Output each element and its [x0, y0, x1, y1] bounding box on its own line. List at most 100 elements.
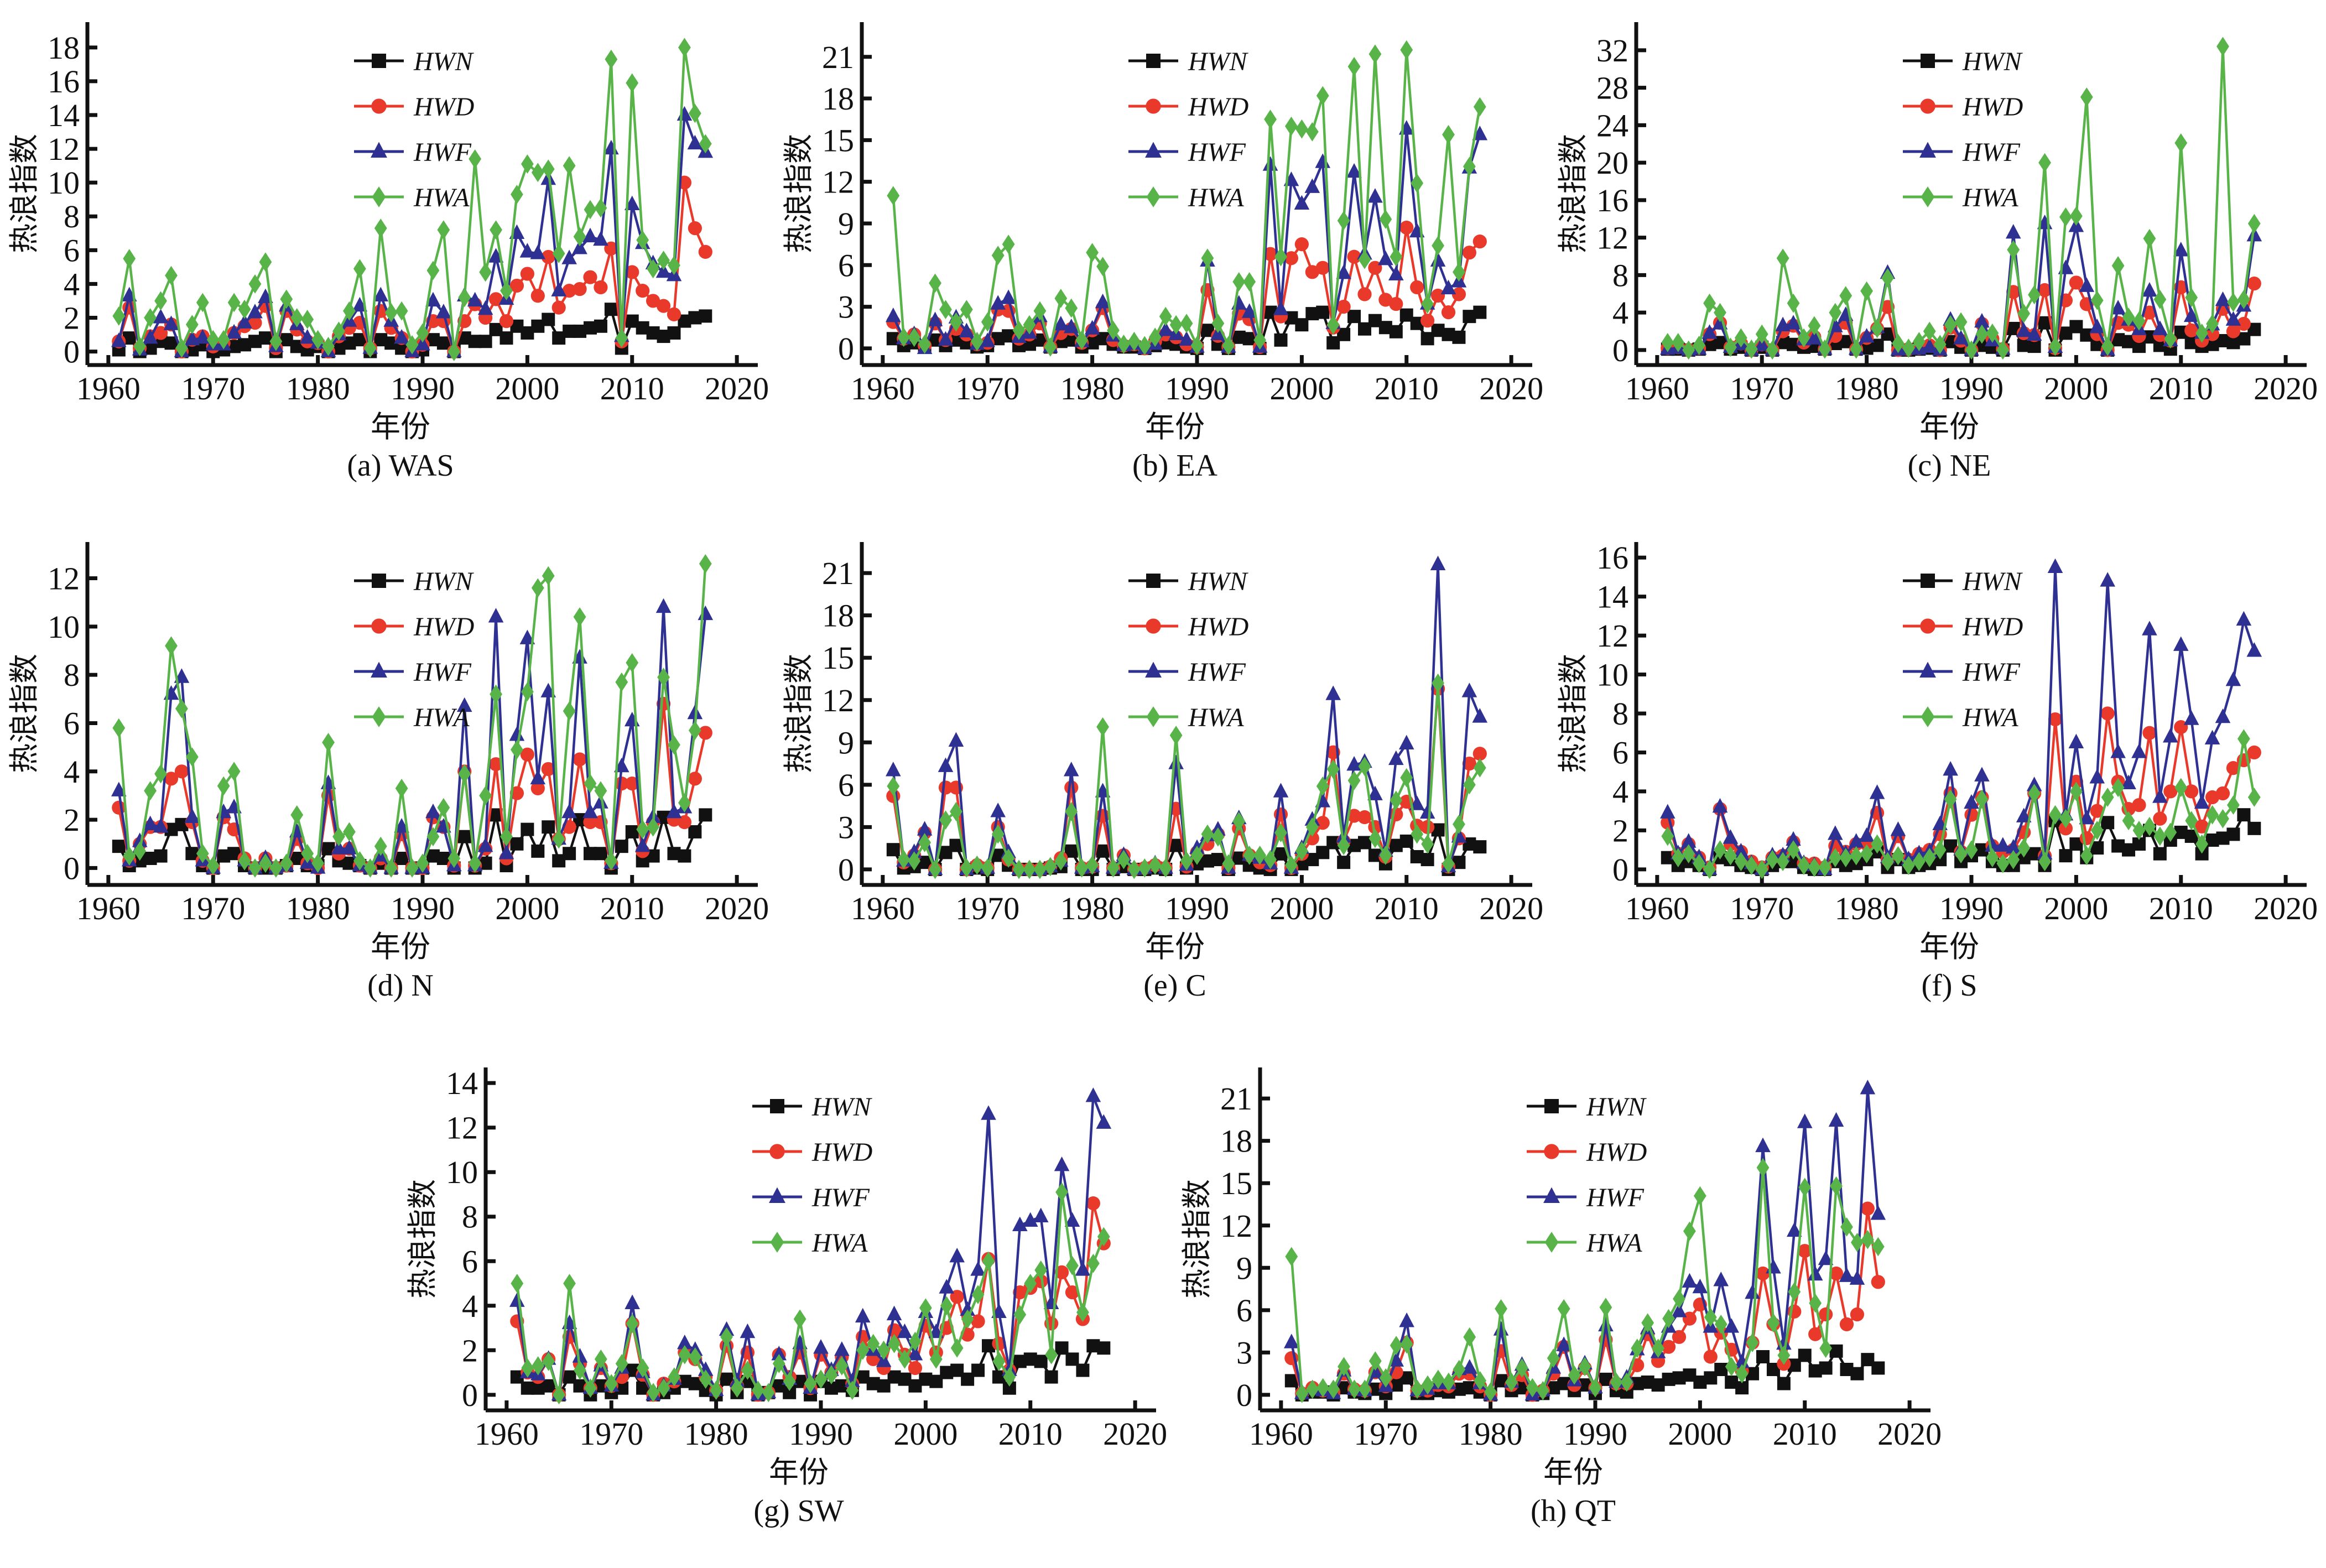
panel-caption: (b) EA [1132, 449, 1218, 483]
data-point-hwn [678, 849, 691, 863]
y-tick-label: 2 [1612, 812, 1628, 848]
data-point-hwf [1692, 1278, 1708, 1294]
data-point-hwf [2016, 322, 2032, 337]
data-point-hwd [2236, 316, 2251, 331]
data-point-hwf [1158, 321, 1173, 336]
data-point-hwa [2122, 308, 2135, 327]
data-point-hwa [2206, 314, 2219, 334]
data-point-hwf [834, 1341, 850, 1356]
data-point-hwa [960, 300, 973, 319]
data-point-hwa [175, 699, 188, 718]
data-point-hwf [2236, 611, 2252, 626]
y-tick-label: 6 [1612, 734, 1628, 770]
legend-marker-hwa [770, 1232, 784, 1253]
data-point-hwa [1432, 236, 1444, 256]
data-point-hwd [615, 777, 629, 791]
x-tick-label: 2010 [600, 371, 664, 407]
data-point-hwd [1294, 237, 1309, 252]
data-point-hwf [1063, 319, 1079, 334]
data-point-hwa [678, 793, 691, 812]
data-point-hwa [1086, 855, 1099, 875]
x-tick-label: 2000 [1269, 371, 1334, 407]
data-point-hwa [154, 291, 167, 311]
x-tick-label: 2010 [1773, 1416, 1837, 1452]
data-point-hwf [2016, 808, 2032, 822]
data-point-hwn [1337, 856, 1351, 869]
data-point-hwd [1315, 261, 1330, 275]
data-point-hwd [2069, 774, 2083, 789]
data-point-hwn [1735, 1381, 1749, 1395]
data-point-hwa [1211, 827, 1225, 847]
data-point-hwa [825, 1365, 838, 1384]
data-point-hwa [908, 327, 921, 347]
data-point-hwf [394, 329, 409, 344]
legend-marker-hwd [1920, 98, 1935, 114]
data-point-hwf [142, 329, 158, 344]
data-point-hwf [948, 732, 964, 747]
data-point-hwf [1598, 1316, 1614, 1332]
series-line-hwf [516, 1096, 1105, 1397]
data-point-hwa [531, 578, 544, 598]
x-tick-label: 2020 [705, 371, 769, 407]
data-point-hwd [1451, 287, 1466, 301]
data-point-hwa [133, 337, 147, 356]
data-point-hwn [604, 303, 618, 316]
data-point-hwa [1442, 854, 1455, 874]
data-point-hwa [2038, 852, 2051, 872]
panel-caption: (d) N [367, 968, 434, 1003]
data-point-hwa [2216, 809, 2229, 829]
data-point-hwa [2185, 811, 2198, 831]
data-point-hwa [991, 246, 1005, 265]
legend: HWN HWD HWF HWA [1128, 47, 1249, 212]
data-point-hwa [1432, 673, 1444, 693]
data-point-hwn [1850, 1367, 1864, 1381]
data-point-hwf [1493, 1321, 1509, 1336]
data-point-hwa [793, 1309, 806, 1329]
data-point-hwf [1325, 685, 1341, 700]
data-point-hwa [678, 38, 691, 58]
legend: HWN HWD HWF HWA [354, 567, 475, 732]
data-point-hwf [341, 840, 357, 855]
y-tick-label: 0 [838, 852, 854, 888]
y-axis-label: 热浪指数 [781, 134, 816, 253]
data-point-hwa [374, 218, 387, 238]
data-point-hwa [511, 740, 523, 759]
data-point-hwf [1054, 1156, 1070, 1171]
y-tick-label: 18 [822, 81, 854, 117]
data-point-hwd [1064, 780, 1079, 795]
y-tick-label: 12 [1596, 618, 1628, 654]
legend-label: HWA [1962, 183, 2018, 212]
data-point-hwf [1273, 783, 1289, 798]
legend-marker-hwd [769, 1144, 785, 1159]
y-tick-label: 8 [64, 657, 80, 693]
x-tick-label: 2000 [2044, 890, 2108, 926]
y-tick-label: 6 [838, 767, 854, 803]
data-point-hwn [563, 847, 576, 861]
data-point-hwa [1075, 858, 1089, 878]
data-point-hwa [1222, 336, 1235, 356]
data-point-hwa [1818, 339, 1831, 359]
x-tick-label: 1990 [1939, 890, 2004, 926]
data-point-hwa [1264, 850, 1277, 869]
data-point-hwn [510, 837, 524, 851]
data-point-hwf [1315, 153, 1331, 168]
data-point-hwf [2068, 733, 2084, 749]
data-point-hwa [290, 805, 304, 825]
data-point-hwa [1368, 1351, 1382, 1371]
legend: HWN HWD HWF HWA [1903, 47, 2023, 212]
data-point-hwa [668, 1367, 681, 1387]
data-point-hwn [1316, 305, 1330, 319]
data-point-hwf [1294, 195, 1310, 210]
data-point-hwa [1316, 776, 1329, 796]
data-point-hwn [542, 312, 555, 326]
data-point-hwd [1703, 1350, 1718, 1364]
data-point-hwf [2246, 227, 2262, 242]
legend-label: HWA [413, 183, 470, 212]
data-point-hwd [971, 1314, 985, 1329]
data-point-hwa [647, 259, 660, 279]
y-tick-label: 12 [822, 683, 854, 718]
data-point-hwn [531, 844, 545, 858]
series-hwa [1661, 729, 2261, 879]
data-point-hwa [1285, 855, 1298, 875]
